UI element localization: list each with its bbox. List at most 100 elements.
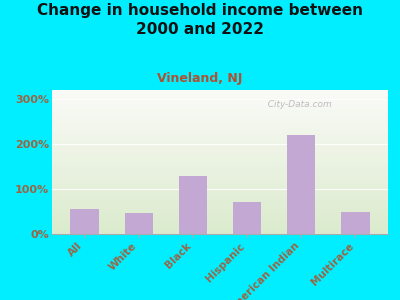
Bar bbox=[52, 189, 388, 191]
Bar bbox=[52, 200, 388, 201]
Bar bbox=[52, 211, 388, 212]
Bar bbox=[52, 176, 388, 178]
Bar bbox=[52, 96, 388, 97]
Bar bbox=[52, 104, 388, 106]
Bar bbox=[70, 209, 99, 234]
Bar bbox=[52, 92, 388, 93]
Bar bbox=[52, 196, 388, 198]
Bar bbox=[52, 133, 388, 135]
Bar bbox=[52, 220, 388, 221]
Bar bbox=[52, 145, 388, 146]
Bar bbox=[52, 208, 388, 209]
Bar bbox=[52, 182, 388, 184]
Bar bbox=[52, 198, 388, 200]
Bar bbox=[52, 106, 388, 107]
Bar bbox=[52, 99, 388, 100]
Bar bbox=[52, 185, 388, 187]
Bar bbox=[52, 117, 388, 119]
Bar bbox=[52, 122, 388, 123]
Bar bbox=[52, 149, 388, 151]
Bar bbox=[52, 178, 388, 179]
Text: Change in household income between
2000 and 2022: Change in household income between 2000 … bbox=[37, 3, 363, 37]
Bar bbox=[52, 217, 388, 218]
Bar bbox=[52, 130, 388, 132]
Bar bbox=[52, 232, 388, 234]
Bar bbox=[52, 187, 388, 188]
Bar bbox=[179, 176, 207, 234]
Bar bbox=[52, 103, 388, 104]
Bar bbox=[52, 135, 388, 136]
Bar bbox=[52, 224, 388, 225]
Bar bbox=[52, 137, 388, 139]
Bar bbox=[52, 140, 388, 142]
Bar bbox=[125, 213, 153, 234]
Bar bbox=[52, 120, 388, 122]
Bar bbox=[52, 139, 388, 140]
Bar bbox=[52, 116, 388, 117]
Bar bbox=[52, 132, 388, 133]
Bar bbox=[52, 148, 388, 149]
Bar bbox=[52, 223, 388, 224]
Bar bbox=[52, 151, 388, 152]
Bar bbox=[52, 100, 388, 101]
Bar bbox=[52, 152, 388, 153]
Bar bbox=[52, 205, 388, 207]
Bar bbox=[52, 214, 388, 215]
Bar bbox=[287, 135, 315, 234]
Bar bbox=[52, 112, 388, 113]
Bar bbox=[52, 207, 388, 208]
Bar bbox=[52, 209, 388, 211]
Bar bbox=[52, 230, 388, 231]
Bar bbox=[52, 164, 388, 165]
Bar bbox=[52, 97, 388, 99]
Bar bbox=[52, 188, 388, 189]
Bar bbox=[52, 172, 388, 173]
Bar bbox=[52, 192, 388, 194]
Bar bbox=[52, 169, 388, 171]
Text: City-Data.com: City-Data.com bbox=[262, 100, 332, 109]
Bar bbox=[52, 168, 388, 169]
Bar bbox=[52, 142, 388, 143]
Bar bbox=[52, 143, 388, 145]
Bar bbox=[52, 119, 388, 120]
Bar bbox=[52, 93, 388, 94]
Bar bbox=[52, 124, 388, 126]
Bar bbox=[52, 175, 388, 176]
Bar bbox=[52, 156, 388, 158]
Bar bbox=[52, 115, 388, 116]
Bar bbox=[52, 225, 388, 227]
Bar bbox=[52, 110, 388, 112]
Bar bbox=[52, 166, 388, 168]
Bar bbox=[52, 129, 388, 130]
Bar bbox=[52, 165, 388, 166]
Bar bbox=[52, 94, 388, 96]
Bar bbox=[52, 162, 388, 164]
Bar bbox=[52, 153, 388, 155]
Text: Vineland, NJ: Vineland, NJ bbox=[157, 72, 243, 85]
Bar bbox=[52, 215, 388, 217]
Bar bbox=[52, 212, 388, 214]
Bar bbox=[52, 221, 388, 223]
Bar bbox=[52, 228, 388, 230]
Bar bbox=[52, 155, 388, 156]
Bar bbox=[52, 126, 388, 128]
Bar bbox=[52, 136, 388, 137]
Bar bbox=[52, 173, 388, 175]
Bar bbox=[52, 204, 388, 205]
Bar bbox=[52, 202, 388, 204]
Bar bbox=[52, 194, 388, 195]
Bar bbox=[52, 179, 388, 181]
Bar bbox=[52, 231, 388, 232]
Bar bbox=[52, 107, 388, 109]
Bar bbox=[52, 227, 388, 228]
Bar bbox=[52, 128, 388, 129]
Bar bbox=[52, 191, 388, 192]
Bar bbox=[233, 202, 261, 234]
Bar bbox=[52, 113, 388, 115]
Bar bbox=[52, 171, 388, 172]
Bar bbox=[52, 158, 388, 159]
Bar bbox=[52, 159, 388, 160]
Bar bbox=[52, 109, 388, 110]
Bar bbox=[52, 218, 388, 220]
Bar bbox=[52, 146, 388, 148]
